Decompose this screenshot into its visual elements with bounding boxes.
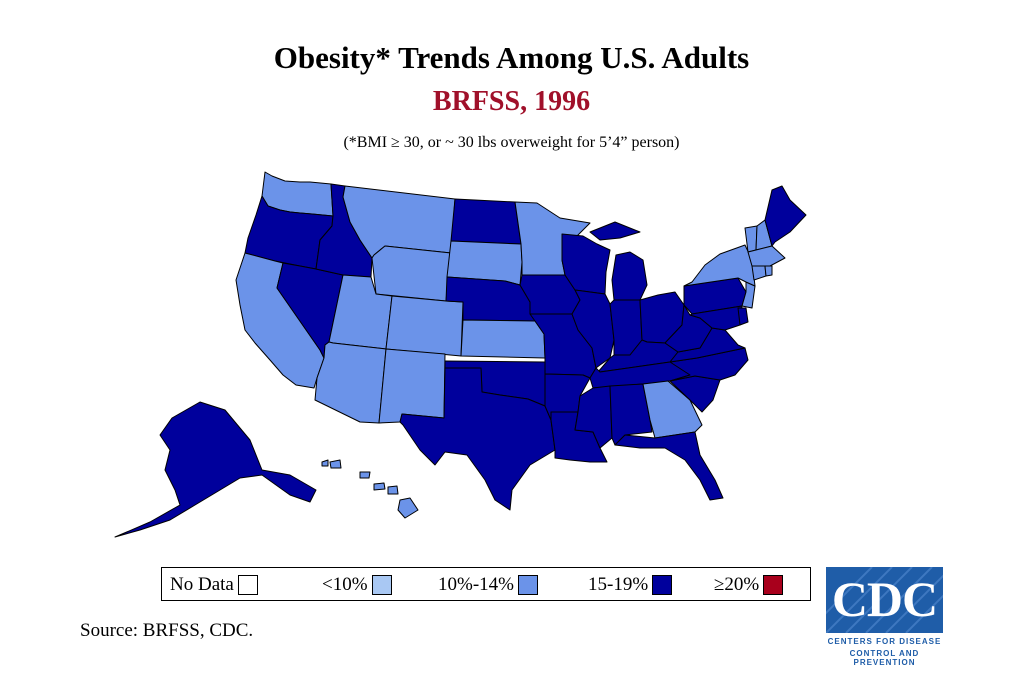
cdc-logo-mark: CDC (826, 567, 943, 633)
state-co (385, 295, 464, 357)
state-me (764, 185, 807, 247)
legend-item-no-data: No Data (170, 568, 258, 602)
legend-label: ≥20% (714, 574, 760, 595)
legend-label: <10% (322, 574, 368, 595)
page-subtitle: BRFSS, 1996 (432, 86, 591, 117)
logo-stripes (826, 567, 943, 633)
source-note: Source: BRFSS, CDC. (80, 620, 254, 641)
legend: No Data <10% 10%-14% 15-19% ≥20% (161, 567, 811, 601)
legend-label: 10%-14% (438, 574, 514, 595)
cdc-logo-line2: CONTROL AND PREVENTION (849, 649, 920, 667)
cdc-logo-line1: CENTERS FOR DISEASE (827, 637, 942, 646)
cdc-logo: CDC CENTERS FOR DISEASE CONTROL AND PREV… (826, 567, 943, 667)
state-ri (764, 265, 773, 277)
state-fl (614, 431, 724, 501)
state-de (737, 307, 749, 326)
state-nm (378, 348, 446, 424)
legend-label: 15-19% (588, 574, 649, 595)
legend-label: No Data (170, 574, 234, 595)
state-ny (683, 244, 756, 287)
page-title: Obesity* Trends Among U.S. Adults (273, 40, 750, 75)
bmi-note: (*BMI ≥ 30, or ~ 30 lbs overweight for 5… (343, 134, 680, 151)
legend-item-ge20: ≥20% (714, 568, 784, 602)
state-la (550, 411, 608, 463)
legend-item-10-14: 10%-14% (438, 568, 538, 602)
state-ak (114, 401, 317, 538)
state-az (314, 341, 387, 424)
state-il (571, 289, 615, 369)
state-hi (321, 459, 419, 519)
cdc-logo-text: CDC (831, 571, 938, 627)
state-tx (399, 367, 556, 511)
legend-swatch (237, 575, 258, 595)
legend-swatch (517, 575, 538, 595)
legend-item-15-19: 15-19% (588, 568, 673, 602)
state-ks (460, 319, 546, 359)
legend-item-lt10: <10% (322, 568, 392, 602)
state-wi (561, 233, 611, 295)
state-wy (371, 245, 452, 302)
state-ct (751, 265, 767, 281)
state-ms (574, 385, 613, 449)
legend-swatch (371, 575, 392, 595)
state-ga (642, 380, 703, 439)
state-nd (450, 198, 522, 245)
legend-swatch (652, 575, 673, 595)
legend-swatch (763, 575, 784, 595)
